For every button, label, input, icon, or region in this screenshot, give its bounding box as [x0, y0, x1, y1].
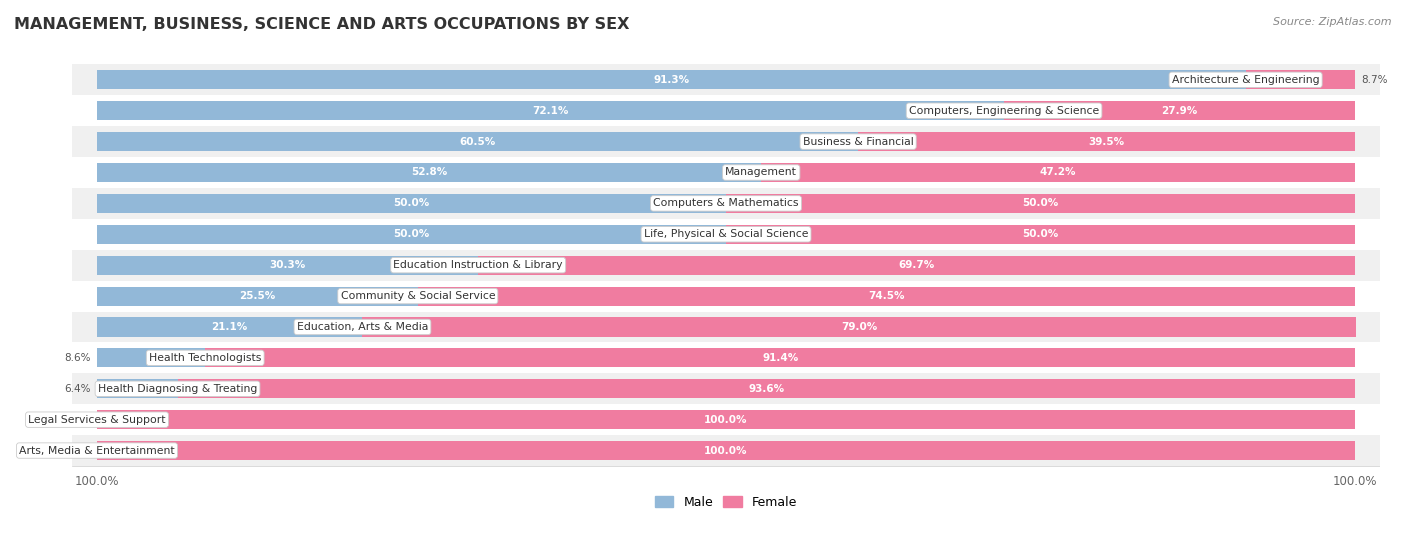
- Bar: [72, 281, 1381, 311]
- Bar: [97, 410, 1355, 429]
- Bar: [97, 163, 761, 182]
- Bar: [858, 132, 1355, 151]
- Text: Life, Physical & Social Science: Life, Physical & Social Science: [644, 229, 808, 239]
- Bar: [363, 318, 1357, 337]
- Bar: [761, 163, 1355, 182]
- Bar: [72, 311, 1381, 343]
- Text: 47.2%: 47.2%: [1040, 168, 1077, 178]
- Bar: [1004, 101, 1355, 120]
- Bar: [725, 225, 1355, 244]
- Bar: [418, 287, 1355, 306]
- Text: Education, Arts & Media: Education, Arts & Media: [297, 322, 429, 332]
- Bar: [72, 157, 1381, 188]
- Bar: [97, 318, 363, 337]
- Text: Health Technologists: Health Technologists: [149, 353, 262, 363]
- Legend: Male, Female: Male, Female: [650, 491, 803, 514]
- Text: 52.8%: 52.8%: [411, 168, 447, 178]
- Text: 0.0%: 0.0%: [65, 446, 91, 456]
- Bar: [97, 70, 1246, 89]
- Bar: [72, 404, 1381, 435]
- Text: 39.5%: 39.5%: [1088, 136, 1125, 146]
- Text: 100.0%: 100.0%: [704, 446, 748, 456]
- Bar: [72, 343, 1381, 373]
- Text: Legal Services & Support: Legal Services & Support: [28, 415, 166, 425]
- Bar: [97, 287, 418, 306]
- Text: 0.0%: 0.0%: [65, 415, 91, 425]
- Bar: [97, 379, 177, 399]
- Bar: [1246, 70, 1355, 89]
- Text: 50.0%: 50.0%: [1022, 198, 1059, 209]
- Bar: [72, 219, 1381, 250]
- Text: 72.1%: 72.1%: [533, 106, 569, 116]
- Bar: [72, 95, 1381, 126]
- Text: Education Instruction & Library: Education Instruction & Library: [394, 260, 562, 270]
- Bar: [97, 255, 478, 275]
- Text: 50.0%: 50.0%: [1022, 229, 1059, 239]
- Bar: [72, 126, 1381, 157]
- Bar: [97, 348, 205, 367]
- Bar: [478, 255, 1355, 275]
- Bar: [177, 379, 1355, 399]
- Text: 25.5%: 25.5%: [239, 291, 276, 301]
- Bar: [72, 373, 1381, 404]
- Bar: [97, 132, 858, 151]
- Bar: [725, 194, 1355, 213]
- Bar: [97, 194, 725, 213]
- Text: 30.3%: 30.3%: [270, 260, 305, 270]
- Bar: [97, 101, 1004, 120]
- Bar: [72, 188, 1381, 219]
- Text: Community & Social Service: Community & Social Service: [340, 291, 495, 301]
- Text: Source: ZipAtlas.com: Source: ZipAtlas.com: [1274, 17, 1392, 27]
- Text: Computers & Mathematics: Computers & Mathematics: [654, 198, 799, 209]
- Text: 79.0%: 79.0%: [841, 322, 877, 332]
- Text: 69.7%: 69.7%: [898, 260, 935, 270]
- Text: Architecture & Engineering: Architecture & Engineering: [1171, 75, 1319, 85]
- Bar: [97, 441, 1355, 460]
- Text: Arts, Media & Entertainment: Arts, Media & Entertainment: [20, 446, 174, 456]
- Text: Management: Management: [725, 168, 797, 178]
- Text: 60.5%: 60.5%: [460, 136, 496, 146]
- Text: 50.0%: 50.0%: [394, 198, 430, 209]
- Bar: [72, 64, 1381, 95]
- Bar: [72, 250, 1381, 281]
- Text: 74.5%: 74.5%: [868, 291, 904, 301]
- Text: 50.0%: 50.0%: [394, 229, 430, 239]
- Text: Business & Financial: Business & Financial: [803, 136, 914, 146]
- Bar: [72, 435, 1381, 466]
- Text: 93.6%: 93.6%: [748, 384, 785, 394]
- Text: 8.7%: 8.7%: [1361, 75, 1388, 85]
- Text: 91.3%: 91.3%: [654, 75, 689, 85]
- Text: MANAGEMENT, BUSINESS, SCIENCE AND ARTS OCCUPATIONS BY SEX: MANAGEMENT, BUSINESS, SCIENCE AND ARTS O…: [14, 17, 630, 32]
- Text: 100.0%: 100.0%: [704, 415, 748, 425]
- Bar: [205, 348, 1355, 367]
- Text: 21.1%: 21.1%: [212, 322, 247, 332]
- Text: Computers, Engineering & Science: Computers, Engineering & Science: [908, 106, 1099, 116]
- Text: 6.4%: 6.4%: [65, 384, 91, 394]
- Bar: [97, 225, 725, 244]
- Text: 91.4%: 91.4%: [762, 353, 799, 363]
- Text: 8.6%: 8.6%: [65, 353, 91, 363]
- Text: 27.9%: 27.9%: [1161, 106, 1198, 116]
- Text: Health Diagnosing & Treating: Health Diagnosing & Treating: [98, 384, 257, 394]
